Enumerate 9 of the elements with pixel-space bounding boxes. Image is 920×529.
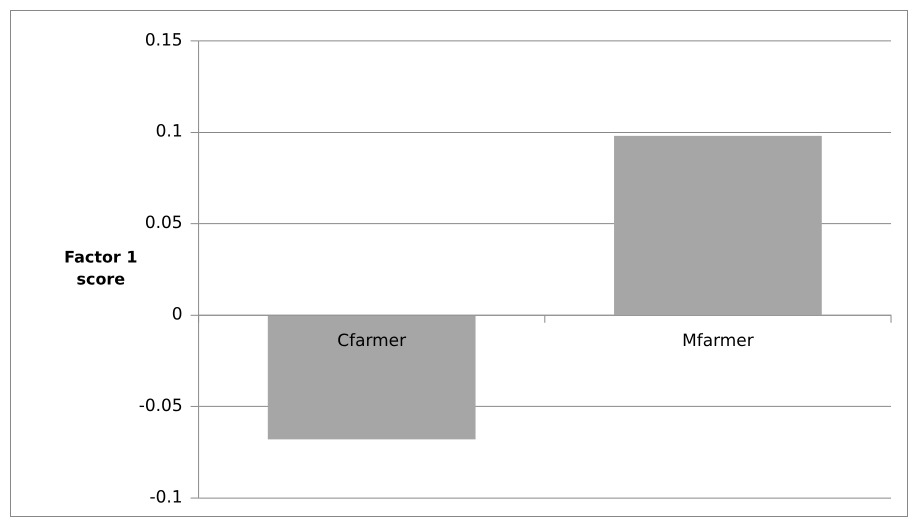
y-tick-label: 0.1 bbox=[156, 120, 183, 141]
y-axis-title: Factor 1 score bbox=[64, 248, 138, 288]
y-tick-label: -0.1 bbox=[150, 486, 183, 506]
x-tick-label: Cfarmer bbox=[337, 330, 406, 350]
y-tick-label: 0.05 bbox=[144, 212, 183, 232]
y-tick-label: 0 bbox=[172, 303, 183, 324]
x-tick-label: Mfarmer bbox=[682, 330, 754, 350]
y-tick-label: 0.15 bbox=[144, 29, 183, 50]
y-tick-label: -0.05 bbox=[138, 394, 183, 415]
